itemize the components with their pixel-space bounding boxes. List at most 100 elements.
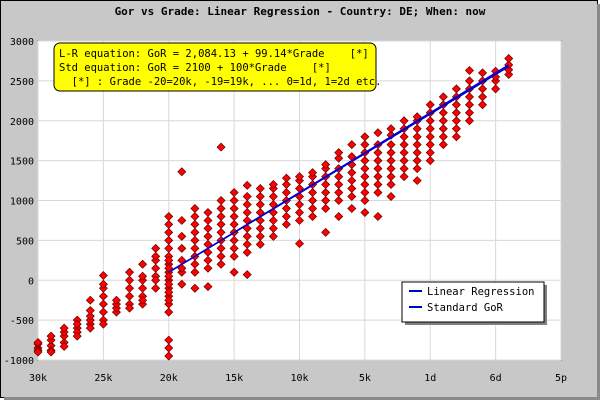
data-point <box>33 337 43 347</box>
data-point <box>308 211 318 221</box>
data-point <box>268 231 278 241</box>
data-point <box>216 203 226 213</box>
data-point <box>438 108 448 118</box>
data-point <box>46 331 56 341</box>
data-point <box>412 156 422 166</box>
data-point <box>190 243 200 253</box>
data-point <box>478 100 488 110</box>
data-point <box>216 259 226 269</box>
data-point <box>373 180 383 190</box>
data-point <box>334 172 344 182</box>
data-point <box>151 263 161 273</box>
data-point <box>360 156 370 166</box>
data-point <box>399 148 409 158</box>
data-point <box>438 140 448 150</box>
data-point <box>347 168 357 178</box>
data-point <box>464 92 474 102</box>
data-point <box>386 164 396 174</box>
data-point <box>111 295 121 305</box>
data-point <box>98 319 108 329</box>
data-point <box>321 188 331 198</box>
data-point <box>229 211 239 221</box>
data-point <box>425 124 435 134</box>
data-point <box>451 100 461 110</box>
data-point <box>125 291 135 301</box>
y-tick-label: 2000 <box>10 117 34 128</box>
data-point <box>478 84 488 94</box>
data-point <box>138 295 148 305</box>
data-point <box>255 192 265 202</box>
data-point <box>255 231 265 241</box>
data-point <box>125 275 135 285</box>
data-point <box>203 263 213 273</box>
data-point <box>386 148 396 158</box>
data-point <box>151 283 161 293</box>
data-point <box>255 239 265 249</box>
data-point <box>138 259 148 269</box>
legend-label-standard-gor: Standard GoR <box>427 302 504 314</box>
data-point <box>125 303 135 313</box>
data-point <box>425 148 435 158</box>
data-point <box>138 271 148 281</box>
data-point <box>504 54 514 64</box>
data-point <box>451 132 461 142</box>
data-point <box>321 160 331 170</box>
y-tick-label: 3000 <box>10 37 34 48</box>
data-point <box>399 140 409 150</box>
data-point <box>412 164 422 174</box>
data-point <box>373 211 383 221</box>
legend-box <box>401 281 545 323</box>
data-point <box>190 211 200 221</box>
data-point <box>308 203 318 213</box>
data-point <box>295 239 304 249</box>
series-line <box>168 64 510 273</box>
chart-title: Gor vs Grade: Linear Regression - Countr… <box>115 5 486 18</box>
data-point <box>373 156 383 166</box>
data-point <box>425 140 435 150</box>
y-tick-label: 2500 <box>10 77 34 88</box>
data-point <box>98 307 108 317</box>
data-point <box>334 211 344 221</box>
data-point <box>190 227 200 237</box>
data-point <box>216 243 226 253</box>
data-point <box>308 168 318 178</box>
data-point <box>242 231 252 241</box>
data-point <box>177 243 187 253</box>
data-point <box>85 295 95 305</box>
data-point <box>412 148 422 158</box>
data-point <box>386 124 396 134</box>
equation-box: L-R equation: GoR = 2,084.13 + 99.14*Gra… <box>53 42 381 92</box>
data-point <box>295 199 304 209</box>
data-point <box>229 188 239 198</box>
data-point <box>347 184 357 194</box>
data-point <box>281 219 291 229</box>
data-point <box>85 306 95 316</box>
data-point <box>177 167 187 177</box>
data-point <box>229 203 239 213</box>
data-point <box>164 271 174 281</box>
data-point <box>478 92 488 102</box>
y-tick-label: 1000 <box>10 197 34 208</box>
data-point <box>360 164 370 174</box>
data-point <box>386 156 396 166</box>
data-point <box>347 192 357 202</box>
equation-box-background <box>53 42 377 92</box>
data-point <box>216 196 226 205</box>
x-tick-label: 5p <box>555 373 567 384</box>
data-point <box>255 223 265 233</box>
y-tick-label: -500 <box>10 316 34 327</box>
data-point <box>360 188 370 198</box>
data-point <box>98 270 108 280</box>
axis-tick-labels: 3000 2500 2000 1500 1000 500 0 -500 -1000 30k 25k 2… <box>4 37 567 384</box>
data-point <box>203 215 213 225</box>
data-point <box>268 192 278 202</box>
data-point <box>412 176 422 186</box>
data-point <box>464 108 474 118</box>
data-point <box>151 275 161 285</box>
data-point <box>85 323 95 333</box>
data-point <box>347 140 357 150</box>
legend-label-linear-regression: Linear Regression <box>427 286 534 298</box>
data-point <box>373 164 383 174</box>
data-point <box>190 219 200 229</box>
data-point <box>308 196 318 205</box>
